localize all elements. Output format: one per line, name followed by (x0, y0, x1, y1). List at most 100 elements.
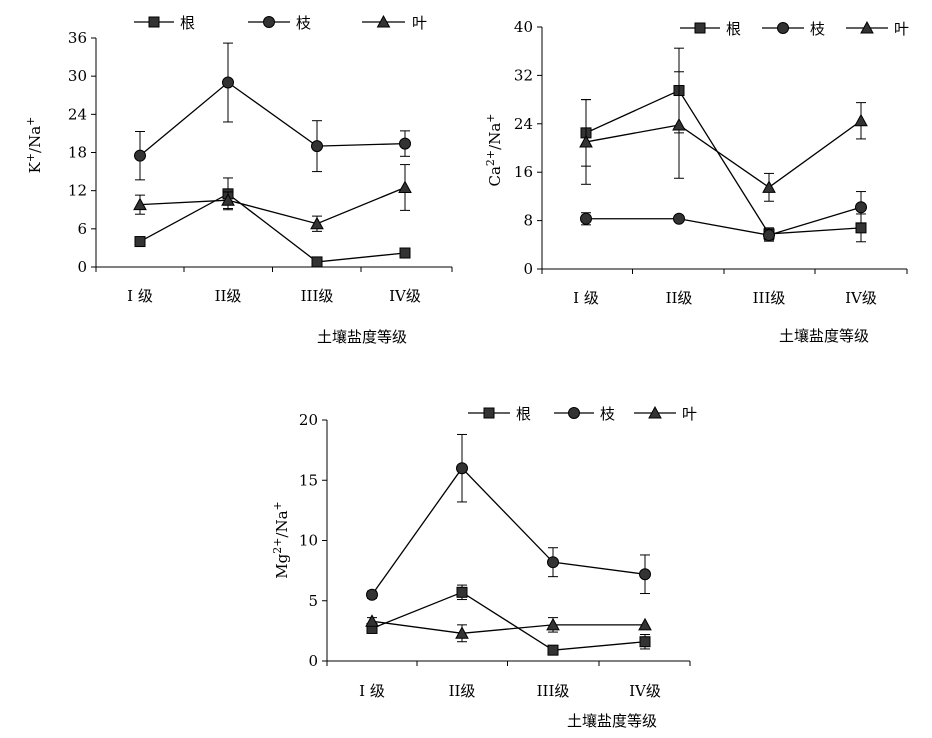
data-point (456, 462, 468, 475)
legend-label: 叶 (682, 405, 697, 423)
data-point (855, 201, 867, 214)
series-3 (579, 71, 868, 202)
y-axis-label-part: Mg (273, 553, 291, 578)
data-point (365, 614, 379, 627)
y-tick-label: 8 (523, 212, 533, 230)
legend-label: 根 (180, 14, 195, 32)
data-point (639, 636, 651, 648)
y-axis-label-superscript: + (24, 117, 37, 126)
y-tick-label: 16 (514, 163, 533, 181)
series-line (586, 206, 862, 236)
data-point (310, 216, 324, 230)
data-point (673, 212, 685, 225)
x-category-label: IV级 (629, 682, 661, 700)
series-line (585, 120, 862, 189)
data-point (399, 137, 411, 150)
y-tick-label: 40 (514, 18, 533, 36)
legend-item: 枝 (248, 14, 311, 32)
series-line (585, 89, 862, 235)
x-category-label: IV级 (389, 287, 421, 305)
series-2 (366, 433, 651, 601)
y-tick-label: 0 (308, 652, 318, 670)
legend-marker (148, 16, 160, 28)
data-point (854, 113, 868, 127)
legend-marker (648, 405, 662, 419)
series-1 (580, 47, 867, 243)
y-axis-label: K+/Na+ (24, 117, 45, 174)
series-3 (365, 614, 652, 643)
y-tick-label: 0 (523, 260, 533, 278)
legend-marker (777, 22, 789, 34)
x-axis-label: 土壤盐度等级 (567, 712, 657, 730)
y-axis-label-part: K (26, 161, 44, 173)
y-axis-label-superscript: + (271, 501, 284, 510)
series-line (371, 620, 645, 634)
data-point (855, 222, 867, 234)
data-point (133, 197, 147, 211)
data-point (763, 229, 775, 242)
series-line (139, 193, 406, 263)
series-1 (134, 177, 411, 268)
legend-item: 叶 (634, 405, 697, 423)
x-category-label: II级 (666, 289, 693, 307)
data-point (456, 586, 468, 598)
legend-item: 枝 (554, 405, 615, 423)
x-axis-label: 土壤盐度等级 (779, 327, 869, 345)
y-tick-label: 30 (68, 67, 87, 85)
legend-item: 枝 (762, 20, 825, 38)
legend-marker (860, 20, 874, 34)
legend-item: 根 (134, 14, 195, 32)
y-axis-label-superscript: + (24, 153, 37, 162)
series-line (139, 81, 406, 157)
data-point (672, 117, 686, 131)
series-line (139, 186, 406, 225)
legend-item: 根 (680, 20, 741, 38)
y-axis-label: Mg2+/Na+ (271, 501, 292, 579)
data-point (311, 140, 323, 153)
data-point (639, 568, 651, 581)
data-point (455, 626, 469, 639)
data-point (579, 134, 593, 148)
y-axis-label-part: Ca (486, 166, 504, 186)
data-point (638, 617, 652, 631)
chart-1: 061218243036I 级 II级 III级 IV级土壤盐度等级K+/Na+根枝叶 (24, 14, 453, 346)
series-3 (133, 164, 412, 232)
data-point (134, 149, 146, 162)
legend-label: 枝 (810, 20, 825, 38)
data-point (398, 180, 412, 193)
data-point (366, 588, 378, 601)
y-tick-label: 24 (68, 105, 87, 123)
legend-item: 叶 (846, 20, 909, 38)
data-point (221, 193, 235, 206)
legend-label: 根 (726, 20, 741, 38)
x-category-label: III级 (301, 287, 334, 305)
y-tick-label: 15 (299, 471, 318, 489)
y-tick-label: 5 (308, 592, 318, 610)
y-axis-label-superscript: + (484, 114, 497, 123)
y-tick-label: 12 (68, 182, 87, 200)
legend-marker (263, 16, 275, 28)
y-axis-label-part: /Na (273, 510, 291, 537)
y-axis-label-superscript: 2+ (484, 150, 497, 166)
legend-marker (694, 22, 706, 34)
x-category-label: III级 (753, 289, 786, 307)
x-category-label: II级 (215, 287, 242, 305)
data-point (547, 644, 559, 656)
x-category-label: I 级 (573, 289, 599, 307)
legend-marker (568, 407, 580, 419)
x-category-label: I 级 (127, 287, 153, 305)
data-point (547, 556, 559, 569)
legend-item: 叶 (362, 14, 427, 32)
data-point (399, 247, 411, 259)
legend: 根枝叶 (680, 20, 909, 38)
legend-label: 根 (516, 405, 531, 423)
x-category-label: III级 (537, 682, 570, 700)
data-point (580, 212, 592, 225)
legend-label: 枝 (296, 14, 311, 32)
y-axis-label-part: /Na (26, 126, 44, 153)
x-category-label: IV级 (845, 289, 877, 307)
y-tick-label: 24 (514, 115, 533, 133)
series-1 (366, 584, 651, 656)
legend: 根枝叶 (134, 14, 427, 32)
